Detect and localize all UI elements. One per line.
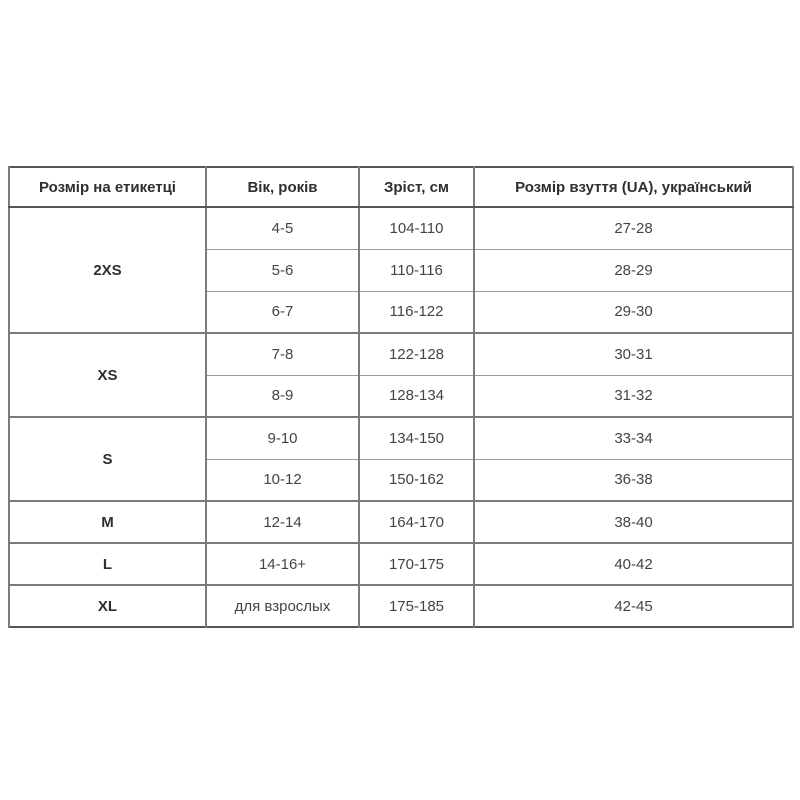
shoe-size-cell: 29-30: [473, 290, 794, 334]
table-row: L 14-16+ 170-175 40-42: [8, 542, 794, 586]
shoe-size-cell: 33-34: [473, 416, 794, 460]
shoe-size-cell: 40-42: [473, 542, 794, 586]
table-row: 10-12 150-162 36-38: [9, 458, 794, 502]
height-cell: 116-122: [358, 290, 475, 334]
size-label-cell: L: [8, 542, 207, 586]
shoe-size-cell: 30-31: [473, 332, 794, 376]
table-body: 2XS 4-5 104-110 27-28 5-6 110-116 28-29 6-7 116-…: [8, 206, 794, 628]
height-cell: 175-185: [358, 584, 475, 628]
table-row: M 12-14 164-170 38-40: [8, 500, 794, 544]
size-label-cell: S: [8, 416, 207, 502]
header-size-on-label: Розмір на етикетці: [8, 167, 207, 208]
shoe-size-cell: 36-38: [473, 458, 794, 502]
age-cell: 5-6: [205, 248, 360, 292]
age-cell: 7-8: [205, 332, 360, 376]
table-row: XS 7-8 122-128 30-31: [8, 332, 794, 418]
height-cell: 150-162: [358, 458, 475, 502]
age-cell: 9-10: [205, 416, 360, 460]
size-chart-table: Розмір на етикетці Вік, років Зріст, см …: [8, 166, 794, 628]
height-cell: 170-175: [358, 542, 475, 586]
header-shoe-size-ua: Розмір взуття (UA), український: [473, 167, 794, 208]
age-cell: 14-16+: [205, 542, 360, 586]
age-cell: для взрослых: [205, 584, 360, 628]
age-cell: 4-5: [205, 206, 360, 250]
height-cell: 110-116: [358, 248, 475, 292]
height-cell: 104-110: [358, 206, 475, 250]
header-age-years: Вік, років: [205, 167, 360, 208]
size-label-cell: XL: [8, 584, 207, 628]
age-cell: 12-14: [205, 500, 360, 544]
height-cell: 128-134: [358, 374, 475, 418]
table-row: 2XS 4-5 104-110 27-28: [8, 206, 794, 334]
size-label-cell: XS: [8, 332, 207, 418]
shoe-size-cell: 42-45: [473, 584, 794, 628]
age-cell: 10-12: [205, 458, 360, 502]
height-cell: 134-150: [358, 416, 475, 460]
age-cell: 8-9: [205, 374, 360, 418]
table-row: S 9-10 134-150 33-34: [8, 416, 794, 502]
shoe-size-cell: 31-32: [473, 374, 794, 418]
height-cell: 164-170: [358, 500, 475, 544]
header-height-cm: Зріст, см: [358, 167, 475, 208]
table-row: XL для взрослых 175-185 42-45: [8, 584, 794, 628]
shoe-size-cell: 28-29: [473, 248, 794, 292]
header-row: Розмір на етикетці Вік, років Зріст, см …: [8, 167, 794, 208]
table-row: 6-7 116-122 29-30: [9, 290, 794, 334]
shoe-size-cell: 27-28: [473, 206, 794, 250]
height-cell: 122-128: [358, 332, 475, 376]
size-label-cell: 2XS: [8, 206, 207, 334]
shoe-size-cell: 38-40: [473, 500, 794, 544]
table-row: 5-6 110-116 28-29: [9, 248, 794, 292]
age-cell: 6-7: [205, 290, 360, 334]
size-label-cell: M: [8, 500, 207, 544]
table-row: 8-9 128-134 31-32: [9, 374, 794, 418]
